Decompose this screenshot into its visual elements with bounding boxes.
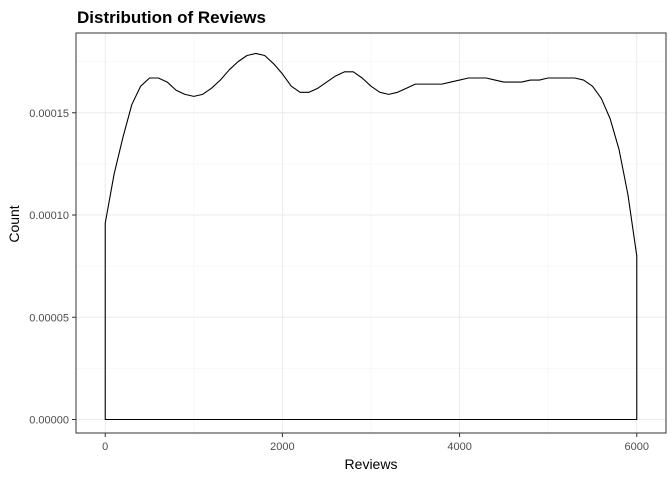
x-tick-label: 4000 bbox=[447, 441, 471, 453]
axis-layer: 0 2000 4000 6000 0.00000 0.00005 0.00010 0.0001… bbox=[29, 108, 649, 453]
y-axis-title: Count bbox=[6, 205, 22, 242]
y-tick-label: 0.00005 bbox=[29, 312, 69, 324]
y-tick-label: 0.00010 bbox=[29, 210, 69, 222]
x-axis-title: Reviews bbox=[345, 456, 398, 472]
grid-layer bbox=[76, 33, 666, 433]
x-tick-label: 6000 bbox=[625, 441, 649, 453]
density-curve-0 bbox=[104, 52, 638, 421]
chart-title: Distribution of Reviews bbox=[77, 8, 266, 27]
y-tick-label: 0.00015 bbox=[29, 108, 69, 120]
x-tick-label: 2000 bbox=[270, 441, 294, 453]
x-tick-label: 0 bbox=[102, 441, 108, 453]
y-tick-label: 0.00000 bbox=[29, 415, 69, 427]
panel-border bbox=[75, 32, 667, 434]
data-layer bbox=[104, 52, 638, 421]
